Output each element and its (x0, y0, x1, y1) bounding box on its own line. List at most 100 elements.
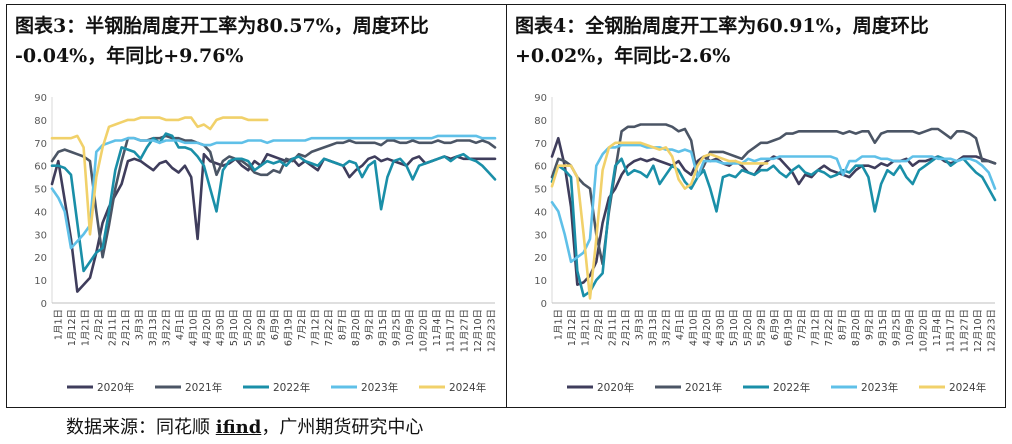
series-line-2022年 (550, 155, 997, 298)
x-tick-label: 12月10日 (973, 309, 984, 352)
x-tick-label: 3月22日 (162, 309, 173, 346)
legend-label: 2021年 (685, 381, 722, 394)
legend-label: 2020年 (97, 381, 134, 394)
y-tick-label: 30 (534, 230, 547, 241)
x-tick-label: 1月12日 (67, 309, 78, 346)
y-tick-label: 70 (534, 139, 547, 150)
y-tick-label: 40 (34, 207, 47, 218)
y-tick-label: 40 (534, 207, 547, 218)
x-tick-label: 2月21日 (121, 309, 132, 346)
series-line-2021年 (550, 123, 997, 266)
y-tick-label: 0 (41, 299, 47, 310)
x-tick-label: 2月2日 (94, 309, 105, 340)
semi-steel-tire-line-chart: 0 10 20 30 40 50 60 70 80 90 1月1日 1月12日 1月21日 2月2日 2月1… (34, 93, 497, 394)
x-tick-label: 5月10日 (729, 309, 740, 346)
chart-title: 图表3：半钢胎周度开工率为80.57%，周度环比 -0.04%，年同比+9.76… (15, 11, 495, 71)
x-tick-label: 5月20日 (243, 309, 254, 346)
x-tick-label: 3月3日 (635, 309, 646, 340)
series-line-2024年 (50, 116, 269, 236)
y-tick-label: 30 (34, 230, 47, 241)
title-line-2: +0.02%，年同比-2.6% (515, 45, 731, 67)
y-tick-label: 80 (34, 116, 47, 127)
series-line-2024年 (550, 141, 769, 300)
legend-label: 2024年 (949, 381, 986, 394)
x-tick-label: 5月10日 (229, 309, 240, 346)
series-line-2021年 (50, 134, 497, 259)
x-tick-label: 4月1日 (175, 309, 186, 340)
series-line-2022年 (50, 132, 497, 273)
x-tick-label: 9月2日 (365, 309, 376, 340)
x-tick-label: 8月7日 (337, 309, 348, 340)
panel-all-steel: 图表4：全钢胎周度开工率为60.91%，周度环比 +0.02%，年同比-2.6%… (506, 5, 1005, 407)
x-tick-label: 7月22日 (824, 309, 835, 346)
x-tick-label: 4月1日 (675, 309, 686, 340)
series-line-2023年 (550, 143, 997, 264)
x-tick-label: 5月29日 (256, 309, 267, 346)
x-tick-label: 10月9日 (905, 309, 916, 346)
x-tick-label: 6月19日 (783, 309, 794, 346)
title-line-1: 图表3：半钢胎周度开工率为80.57%，周度环比 (15, 15, 429, 37)
x-tick-label: 8月20日 (851, 309, 862, 346)
y-tick-label: 50 (34, 185, 47, 196)
x-tick-label: 4月20日 (202, 309, 213, 346)
y-tick-label: 10 (34, 276, 47, 287)
source-brand: ifind (215, 417, 262, 438)
legend-label: 2022年 (773, 381, 810, 394)
y-tick-label: 20 (34, 253, 47, 264)
x-tick-label: 1月1日 (53, 309, 64, 340)
y-tick-label: 20 (534, 253, 547, 264)
title-line-1: 图表4：全钢胎周度开工率为60.91%，周度环比 (515, 15, 929, 37)
y-tick-label: 60 (34, 162, 47, 173)
data-source-note: 数据来源：同花顺 ifind，广州期货研究中心 (66, 413, 423, 439)
y-tick-label: 0 (541, 299, 547, 310)
x-tick-label: 2月11日 (607, 309, 618, 346)
x-tick-label: 7月2日 (297, 309, 308, 340)
title-line-2: -0.04%，年同比+9.76% (15, 45, 244, 67)
x-tick-label: 11月4日 (432, 309, 443, 346)
x-tick-label: 1月12日 (567, 309, 578, 346)
x-tick-label: 6月9日 (270, 309, 281, 340)
x-tick-label: 4月30日 (716, 309, 727, 346)
x-tick-label: 9月25日 (892, 309, 903, 346)
x-tick-label: 11月17日 (946, 309, 957, 352)
chart-title: 图表4：全钢胎周度开工率为60.91%，周度环比 +0.02%，年同比-2.6% (515, 11, 995, 71)
x-tick-label: 12月23日 (986, 309, 997, 352)
x-tick-label: 12月23日 (486, 309, 497, 352)
y-tick-label: 80 (534, 116, 547, 127)
x-tick-label: 8月20日 (351, 309, 362, 346)
x-tick-label: 11月17日 (446, 309, 457, 352)
legend-label: 2023年 (861, 381, 898, 394)
x-tick-label: 4月10日 (689, 309, 700, 346)
x-tick-label: 11月4日 (932, 309, 943, 346)
y-tick-label: 50 (534, 185, 547, 196)
legend-label: 2023年 (361, 381, 398, 394)
x-tick-label: 9月15日 (378, 309, 389, 346)
x-tick-label: 10月20日 (919, 309, 930, 352)
x-tick-label: 7月22日 (324, 309, 335, 346)
x-tick-label: 6月19日 (283, 309, 294, 346)
x-tick-label: 3月13日 (148, 309, 159, 346)
x-tick-label: 9月25日 (392, 309, 403, 346)
x-tick-label: 1月1日 (553, 309, 564, 340)
x-tick-label: 2月21日 (621, 309, 632, 346)
x-tick-label: 1月21日 (80, 309, 91, 346)
legend-label: 2021年 (185, 381, 222, 394)
x-tick-label: 3月13日 (648, 309, 659, 346)
x-tick-label: 3月3日 (135, 309, 146, 340)
y-tick-label: 90 (34, 93, 47, 104)
x-tick-label: 7月12日 (810, 309, 821, 346)
x-tick-label: 10月20日 (419, 309, 430, 352)
x-tick-label: 10月9日 (405, 309, 416, 346)
x-tick-label: 9月2日 (865, 309, 876, 340)
x-tick-label: 11月27日 (459, 309, 470, 352)
legend-label: 2022年 (273, 381, 310, 394)
legend-label: 2024年 (449, 381, 486, 394)
x-tick-label: 8月7日 (837, 309, 848, 340)
x-tick-label: 6月9日 (770, 309, 781, 340)
legend-label: 2020年 (597, 381, 634, 394)
series-line-2023年 (50, 134, 497, 250)
x-tick-label: 12月10日 (473, 309, 484, 352)
y-tick-label: 90 (534, 93, 547, 104)
x-tick-label: 2月11日 (107, 309, 118, 346)
x-tick-label: 4月30日 (216, 309, 227, 346)
